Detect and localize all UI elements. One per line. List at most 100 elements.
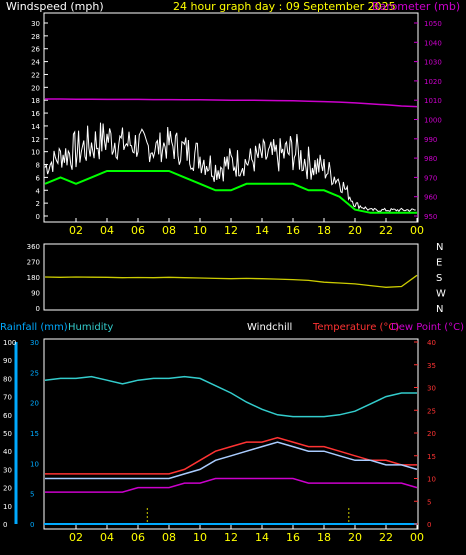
humidity-line [44,375,417,418]
temperature-y-tick-label: 0 [427,521,431,529]
barometer-y-tick-label: 980 [424,155,437,163]
wind-axis-title: Windspeed (mph) [6,0,104,13]
temperature-y-tick-label: 20 [427,430,436,438]
wind-gust-line [44,122,416,213]
humidity-label: Humidity [68,322,113,333]
wind-x-tick-label: 10 [193,224,207,237]
rainfall-y-tick-label: 5 [30,491,34,499]
wind-y-tick-label: 6 [36,174,41,182]
direction-y-tick-label: 270 [27,259,40,267]
temperature-y-tick-label: 25 [427,407,436,415]
wind-direction-line [44,274,418,288]
wind-average-line [44,170,417,214]
barometer-y-tick-label: 960 [424,194,437,202]
compass-label: S [436,273,442,284]
humidity-y-tick-label: 100 [3,339,16,347]
temperature-y-tick-label: 40 [427,339,436,347]
humidity-y-tick-label: 30 [3,466,12,474]
temp-x-tick-label: 22 [379,531,393,544]
temperature-y-tick-label: 15 [427,453,436,461]
graph-date-title: 24 hour graph day : 09 September 2025 [173,0,396,13]
rainfall-label: Rainfall (mm) [0,322,68,333]
wind-y-tick-label: 20 [31,84,40,92]
compass-label: N [436,242,443,253]
temp-x-tick-label: 08 [162,531,176,544]
humidity-y-tick-label: 70 [3,394,12,402]
wind-y-tick-label: 16 [31,110,40,118]
compass-label: E [436,258,442,269]
wind-y-tick-label: 4 [36,187,41,195]
wind-barometer-chart: 0246810121416182022242628309509609709809… [31,20,442,237]
wind-y-tick-label: 2 [36,200,40,208]
rainfall-y-tick-label: 15 [30,430,39,438]
direction-y-tick-label: 0 [36,305,40,313]
temperature-label: Temperature (°C) [312,322,399,333]
barometer-y-tick-label: 1050 [424,20,442,28]
windchill-label: Windchill [247,322,292,333]
rainfall-y-tick-label: 0 [30,521,34,529]
temperature-y-tick-label: 5 [427,498,431,506]
wind-y-tick-label: 12 [31,136,40,144]
temp-x-tick-label: 18 [317,531,331,544]
wind-y-tick-label: 22 [31,71,40,79]
barometer-axis-title: Barometer (mb) [372,0,460,13]
direction-y-tick-label: 360 [27,243,40,251]
wind-direction-chart: 0 N 90 W 180 S 270 E 360 N [27,242,446,315]
barometer-y-tick-label: 1040 [424,39,442,47]
dewpoint-line [45,477,418,493]
wind-x-tick-label: 14 [255,224,269,237]
barometer-y-tick-label: 1020 [424,78,442,86]
temp-x-tick-label: 02 [69,531,83,544]
barometer-y-tick-label: 990 [424,136,437,144]
wind-y-tick-label: 30 [31,20,40,28]
temperature-y-tick-label: 10 [427,476,436,484]
humidity-y-tick-label: 50 [3,430,12,438]
temp-x-tick-label: 00 [410,531,424,544]
temperature-y-tick-label: 30 [427,385,436,393]
humidity-y-tick-label: 0 [3,521,7,529]
windchill-line [45,441,418,480]
wind-x-tick-label: 20 [348,224,362,237]
wind-y-tick-label: 24 [31,59,40,67]
wind-y-tick-label: 26 [31,46,40,54]
barometer-y-tick-label: 1000 [424,117,442,125]
dewpoint-label: Dew Point (°C) [391,322,464,333]
wind-y-tick-label: 10 [31,149,40,157]
temperature-humidity-chart: 0102030405060708090100051015202530051015… [3,339,436,544]
wind-y-tick-label: 8 [36,162,40,170]
humidity-y-tick-label: 20 [3,485,12,493]
temp-x-tick-label: 06 [131,531,145,544]
wind-y-tick-label: 28 [31,33,40,41]
direction-y-tick-label: 90 [31,290,40,298]
compass-label: N [436,304,443,315]
humidity-y-tick-label: 10 [3,503,12,511]
humidity-y-tick-label: 40 [3,448,12,456]
rainfall-y-tick-label: 25 [30,369,39,377]
barometer-y-tick-label: 1010 [424,97,442,105]
barometer-y-tick-label: 970 [424,174,437,182]
barometer-y-tick-label: 950 [424,213,437,221]
wind-x-tick-label: 22 [379,224,393,237]
temp-x-tick-label: 16 [286,531,300,544]
compass-label: W [436,289,446,300]
direction-panel-frame [43,243,419,311]
temp-x-tick-label: 14 [255,531,269,544]
temperature-line [45,436,417,475]
humidity-y-tick-label: 90 [3,357,12,365]
temperature-y-tick-label: 35 [427,362,436,370]
temp-panel-frame [43,338,419,530]
wind-x-tick-label: 04 [100,224,114,237]
humidity-y-tick-label: 80 [3,375,12,383]
barometer-line [45,98,418,108]
direction-y-tick-label: 180 [27,274,40,282]
temp-x-tick-label: 20 [348,531,362,544]
wind-y-tick-label: 14 [31,123,40,131]
wind-x-tick-label: 08 [162,224,176,237]
wind-x-tick-label: 06 [131,224,145,237]
wind-x-tick-label: 12 [224,224,238,237]
wind-x-tick-label: 16 [286,224,300,237]
wind-x-tick-label: 18 [317,224,331,237]
wind-y-tick-label: 0 [36,213,40,221]
barometer-y-tick-label: 1030 [424,59,442,67]
